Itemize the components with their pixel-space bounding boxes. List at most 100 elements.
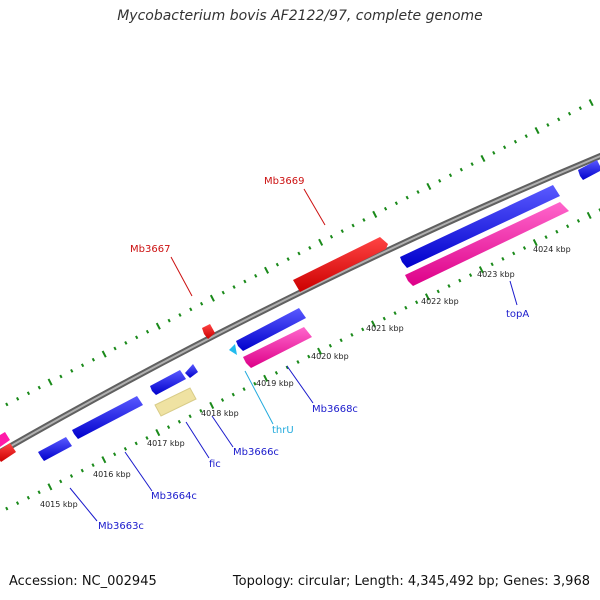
outer-tick: [470, 162, 474, 166]
inner-tick: [5, 506, 9, 511]
outer-tick: [199, 301, 204, 306]
outer-tick: [80, 363, 85, 368]
inner-tick: [555, 229, 559, 234]
outer-tick: [59, 374, 63, 379]
outer-tick: [557, 117, 561, 122]
gene-feature: [185, 364, 198, 378]
inner-tick: [566, 224, 570, 229]
gene-feature: [72, 396, 143, 439]
outer-tick: [189, 307, 193, 312]
scale-label: 4020 kbp: [311, 352, 349, 361]
outer-tick: [37, 385, 41, 390]
scale-labels: 4015 kbp 4016 kbp 4017 kbp 4018 kbp 4019 kbp…: [40, 245, 571, 509]
inner-tick: [393, 311, 397, 316]
outer-tick: [221, 290, 225, 295]
outer-tick: [502, 145, 507, 150]
inner-tick: [69, 474, 74, 478]
outer-tick: [91, 357, 96, 362]
inner-tick: [209, 401, 215, 410]
outer-tick: [459, 167, 463, 172]
outer-tick: [5, 402, 9, 407]
inner-tick: [47, 483, 53, 491]
scale-label: 4022 kbp: [421, 297, 459, 306]
outer-tick: [438, 178, 442, 183]
gene-feature: [400, 185, 560, 268]
inner-tick: [155, 428, 161, 437]
outer-tick: [524, 134, 528, 139]
inner-tick: [80, 468, 84, 473]
outer-tick: [275, 262, 279, 267]
outer-tick: [178, 313, 182, 317]
scale-label: 4023 kbp: [477, 270, 515, 279]
genome-backbone: [0, 152, 600, 456]
outer-tick: [297, 251, 301, 256]
inner-tick: [59, 479, 63, 484]
outer-tick: [372, 210, 378, 218]
inner-tick: [361, 327, 365, 332]
outer-tick: [135, 335, 139, 340]
outer-tick: [155, 322, 161, 330]
outer-tick: [254, 273, 258, 278]
outer-tick: [16, 396, 20, 401]
inner-tick: [220, 398, 225, 402]
inner-tick: [436, 289, 440, 294]
outer-tick: [480, 154, 486, 163]
inner-tick: [188, 414, 192, 419]
scale-label: 4017 kbp: [147, 439, 185, 448]
scale-label: 4018 kbp: [201, 409, 239, 418]
inner-tick: [296, 360, 300, 364]
outer-tick: [362, 218, 366, 222]
inner-tick: [447, 284, 451, 288]
genome-backbone-highlight: [0, 155, 600, 454]
gene-feature: [578, 160, 600, 180]
inner-tick: [382, 316, 386, 321]
outer-tick: [209, 294, 215, 302]
outer-tick: [426, 182, 432, 190]
gene-label: Mb3664c: [151, 491, 197, 502]
gene-feature: [150, 370, 186, 395]
inner-tick: [101, 456, 107, 464]
inner-tick: [328, 343, 332, 348]
inner-tick: [199, 408, 203, 413]
gene-labels: Mb3663c Mb3664c fic Mb3666c thrU Mb3668c topA M…: [98, 176, 529, 532]
inner-tick: [317, 347, 323, 355]
inner-tick: [404, 305, 408, 310]
outer-tick: [124, 341, 128, 345]
inner-tick: [263, 374, 269, 382]
inner-tick: [544, 235, 548, 240]
gene-feature: [154, 387, 197, 417]
gene-label: Mb3669: [264, 176, 304, 187]
label-leaders: [69, 188, 518, 522]
outer-tick: [340, 229, 344, 234]
gene-label: Mb3666c: [233, 447, 279, 458]
outer-tick: [145, 329, 150, 334]
outer-tick: [546, 123, 550, 127]
inner-tick: [145, 436, 149, 440]
inner-tick: [307, 354, 311, 359]
inner-tick: [501, 256, 505, 261]
outer-tick: [26, 391, 31, 396]
outer-tick: [308, 246, 312, 250]
inner-tick: [231, 392, 235, 397]
inner-tick: [253, 381, 257, 386]
outer-tick: [513, 139, 518, 144]
inner-tick: [113, 452, 117, 457]
accession-text: Accession: NC_002945: [9, 574, 157, 589]
gene-feature: [243, 327, 312, 368]
outer-tick: [47, 378, 53, 386]
inner-tick: [458, 278, 462, 283]
inner-tick: [424, 293, 430, 301]
outer-tick: [329, 234, 334, 239]
outer-tick: [318, 238, 324, 246]
gene-label: topA: [506, 309, 529, 320]
inner-tick: [350, 332, 354, 337]
inner-tick: [134, 441, 138, 446]
scale-label: 4024 kbp: [533, 245, 571, 254]
trna-feature: [229, 344, 237, 355]
outer-tick: [588, 99, 594, 107]
inner-tick: [37, 490, 41, 495]
scale-label: 4015 kbp: [40, 500, 78, 509]
gene-label: Mb3668c: [312, 404, 358, 415]
